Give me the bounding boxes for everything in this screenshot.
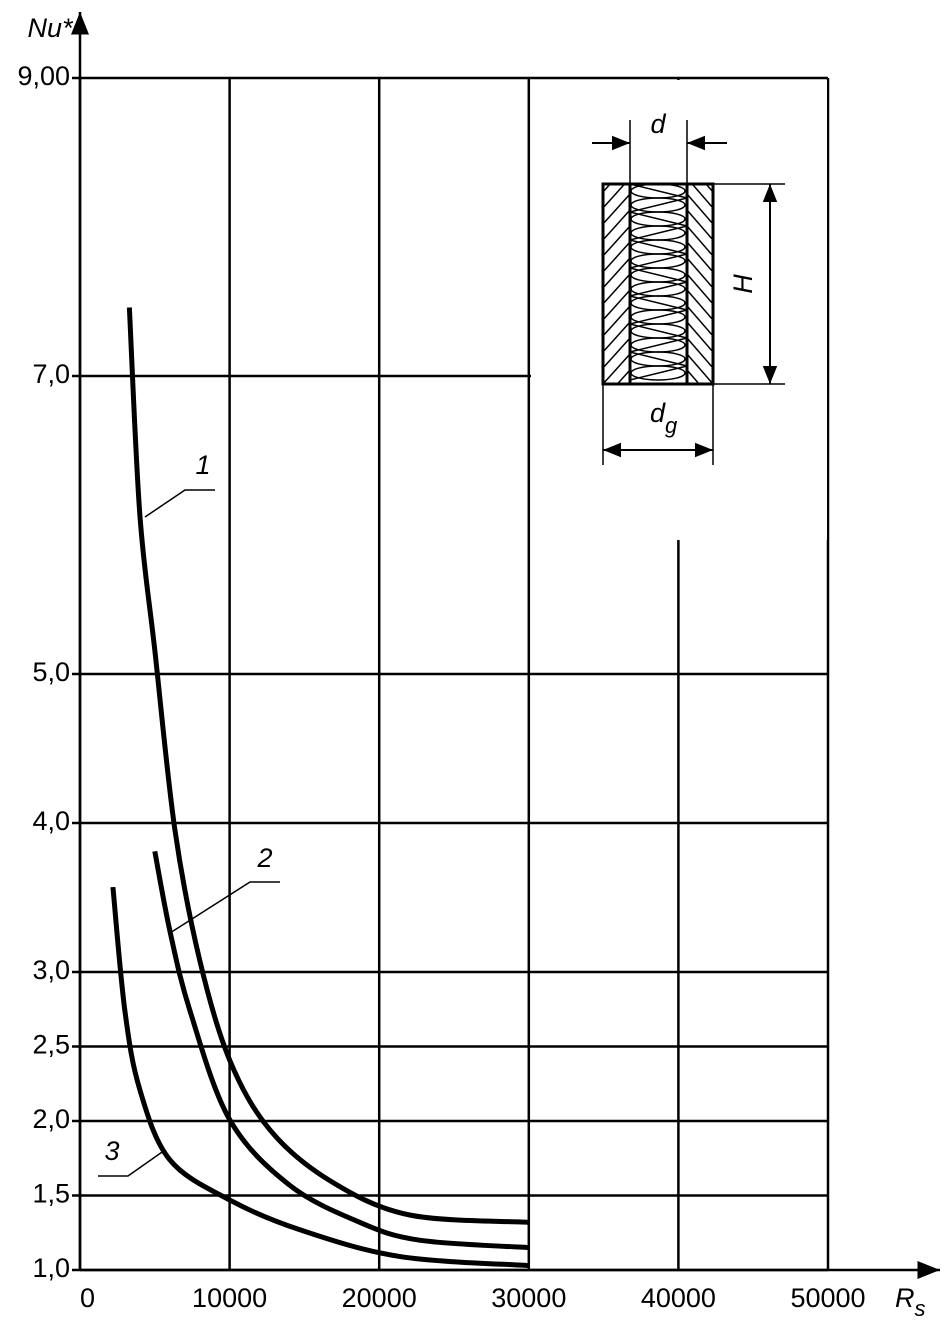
coil: [630, 365, 686, 381]
curve: [152, 850, 529, 1251]
hatch: [603, 193, 630, 225]
hatch: [687, 257, 713, 289]
hatch: [603, 337, 630, 369]
hatch: [603, 305, 630, 337]
x-tick-label: 50000: [790, 1283, 865, 1313]
curve: [126, 307, 529, 1225]
curve-label: 3: [104, 1136, 119, 1166]
hatch: [603, 209, 630, 241]
hatch: [687, 241, 713, 273]
hatch: [603, 257, 630, 289]
hatch: [603, 273, 630, 305]
y-tick-label: 5,0: [32, 657, 70, 687]
x-tick-label: 0: [80, 1283, 95, 1313]
inset-d-label: d: [650, 109, 666, 139]
hatch: [603, 225, 630, 257]
hatch: [705, 184, 713, 193]
hatch: [603, 289, 630, 321]
x-tick-label: 30000: [491, 1283, 566, 1313]
hatch: [687, 225, 713, 257]
x-tick-label: 20000: [342, 1283, 417, 1313]
inset-diagram: d dg H: [531, 80, 827, 540]
y-tick-label: 3,0: [32, 955, 70, 985]
curve-label: 1: [195, 450, 210, 480]
y-tick-label: 1,5: [32, 1179, 70, 1209]
hatch: [687, 289, 713, 321]
hatch: [616, 369, 630, 384]
hatch: [603, 184, 612, 193]
y-tick-label: 1,0: [32, 1253, 70, 1283]
spiral: [629, 183, 688, 381]
hatch: [687, 321, 713, 353]
hatch: [687, 353, 713, 384]
hatch: [687, 305, 713, 337]
hatch: [687, 209, 713, 241]
x-axis-label: Rs: [895, 1283, 926, 1321]
curve-label: 2: [256, 843, 272, 873]
x-tick-label: 40000: [641, 1283, 716, 1313]
plot-area: 1,0 1,5 2,0 2,5 3,0 4,0 5,0 7,0 9,00 0 10000 20000 3…: [17, 12, 940, 1313]
inset-h-label: H: [728, 274, 758, 294]
y-tick-label: 2,0: [32, 1104, 70, 1134]
curve-leaders: [98, 489, 280, 1177]
hatch: [691, 184, 713, 209]
y-axis-label: Nu*: [27, 13, 74, 43]
x-tick-label: 10000: [192, 1283, 267, 1313]
inset-dg-label: dg: [650, 398, 678, 438]
hatch: [603, 321, 630, 353]
y-tick-label: 9,00: [17, 61, 70, 91]
hatch: [603, 184, 626, 209]
curve: [110, 886, 529, 1269]
hatch: [687, 273, 713, 305]
hatch: [603, 241, 630, 273]
hatch: [687, 369, 701, 384]
hatch: [687, 193, 713, 225]
y-tick-label: 4,0: [32, 806, 70, 836]
hatch: [687, 337, 713, 369]
y-tick-label: 7,0: [32, 359, 70, 389]
y-tick-label: 2,5: [32, 1030, 70, 1060]
hatch: [603, 353, 630, 384]
